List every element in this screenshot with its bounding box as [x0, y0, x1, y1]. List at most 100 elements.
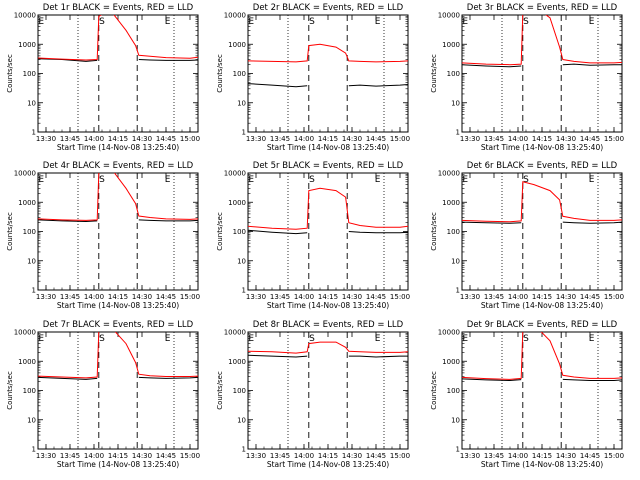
y-tick-label: 10000 [224, 329, 246, 337]
y-axis-label: Counts/sec [430, 54, 438, 93]
y-tick-label: 1000 [18, 358, 36, 366]
panel: Det 2r BLACK = Events, RED = LLD 1 10 100 10… [216, 3, 410, 152]
event-marker-label: E [462, 334, 468, 344]
event-marker-label: E [462, 17, 468, 27]
events-series-line [248, 229, 408, 235]
y-axis-label: Counts/sec [6, 212, 14, 251]
x-tick-label: 14:15 [108, 135, 128, 143]
y-tick-label: 1 [456, 446, 460, 454]
x-tick-label: 15:00 [604, 293, 624, 301]
y-tick-label: 100 [233, 387, 246, 395]
event-marker-label: E [589, 17, 595, 27]
y-tick-label: 1000 [442, 358, 460, 366]
lld-series-line [462, 181, 622, 223]
event-marker-label: S [523, 17, 529, 27]
y-tick-label: 1 [242, 446, 246, 454]
x-tick-label: 15:00 [180, 293, 200, 301]
event-marker-label: E [38, 175, 44, 185]
y-tick-label: 10000 [14, 170, 36, 178]
x-tick-label: 14:45 [580, 293, 600, 301]
events-series-line [462, 221, 622, 224]
y-tick-label: 1 [456, 129, 460, 137]
y-tick-label: 1 [32, 129, 36, 137]
x-tick-label: 13:45 [60, 293, 80, 301]
x-tick-label: 14:45 [156, 293, 176, 301]
x-tick-label: 14:15 [108, 293, 128, 301]
y-tick-label: 100 [233, 70, 246, 78]
panel: Det 7r BLACK = Events, RED = LLD 1 10 100 10… [6, 320, 200, 469]
events-series-line [248, 354, 408, 358]
y-tick-label: 1 [242, 287, 246, 295]
event-marker-label: E [248, 334, 254, 344]
y-tick-label: 1 [32, 287, 36, 295]
x-tick-label: 14:00 [508, 293, 528, 301]
x-tick-label: 13:45 [270, 135, 290, 143]
panel-title: Det 8r BLACK = Events, RED = LLD [253, 320, 404, 330]
event-marker-label: E [165, 17, 171, 27]
x-tick-label: 13:45 [270, 293, 290, 301]
event-marker-label: E [165, 175, 171, 185]
y-tick-label: 1 [32, 446, 36, 454]
x-tick-label: 15:00 [180, 452, 200, 460]
x-axis-label: Start Time (14-Nov-08 13:25:40) [481, 301, 603, 310]
x-tick-label: 14:00 [84, 135, 104, 143]
x-tick-label: 14:00 [84, 293, 104, 301]
lld-series-line [38, 332, 198, 379]
event-marker-label: E [375, 334, 381, 344]
x-tick-label: 14:45 [580, 452, 600, 460]
x-tick-label: 14:15 [532, 135, 552, 143]
x-tick-label: 14:00 [508, 135, 528, 143]
y-tick-label: 100 [23, 228, 36, 236]
y-tick-label: 1 [456, 287, 460, 295]
event-marker-label: E [589, 334, 595, 344]
events-series-line [462, 378, 622, 382]
y-tick-label: 100 [447, 228, 460, 236]
panel: Det 9r BLACK = Events, RED = LLD 1 10 100 10… [430, 320, 624, 469]
event-marker-label: S [523, 334, 529, 344]
event-marker-label: S [523, 175, 529, 185]
y-tick-label: 100 [23, 70, 36, 78]
events-series-line [462, 63, 622, 68]
x-tick-label: 13:30 [460, 135, 480, 143]
y-tick-label: 1000 [442, 199, 460, 207]
x-tick-label: 13:45 [484, 135, 504, 143]
y-tick-label: 1000 [18, 41, 36, 49]
x-tick-label: 14:45 [366, 135, 386, 143]
y-tick-label: 10 [237, 99, 246, 107]
x-tick-label: 13:45 [270, 452, 290, 460]
y-tick-label: 10000 [438, 12, 460, 20]
x-tick-label: 14:00 [84, 452, 104, 460]
x-axis-label: Start Time (14-Nov-08 13:25:40) [481, 143, 603, 152]
x-tick-label: 14:30 [556, 135, 576, 143]
y-tick-label: 10000 [438, 329, 460, 337]
y-tick-label: 10 [451, 416, 460, 424]
panel-title: Det 5r BLACK = Events, RED = LLD [253, 161, 404, 171]
panel-title: Det 7r BLACK = Events, RED = LLD [43, 320, 194, 330]
y-axis-label: Counts/sec [6, 371, 14, 410]
event-marker-label: S [99, 334, 105, 344]
y-tick-label: 100 [447, 70, 460, 78]
event-marker-label: E [248, 175, 254, 185]
x-tick-label: 13:30 [36, 452, 56, 460]
x-tick-label: 14:15 [318, 293, 338, 301]
x-axis-label: Start Time (14-Nov-08 13:25:40) [267, 301, 389, 310]
y-tick-label: 10 [27, 257, 36, 265]
x-tick-label: 14:00 [294, 293, 314, 301]
lld-series-line [248, 187, 408, 230]
panel-title: Det 4r BLACK = Events, RED = LLD [43, 161, 194, 171]
panel-title: Det 1r BLACK = Events, RED = LLD [43, 3, 194, 13]
x-tick-label: 14:45 [366, 293, 386, 301]
event-marker-label: E [375, 17, 381, 27]
panel: Det 6r BLACK = Events, RED = LLD 1 10 100 10… [430, 161, 624, 310]
x-axis-label: Start Time (14-Nov-08 13:25:40) [481, 460, 603, 469]
x-axis-label: Start Time (14-Nov-08 13:25:40) [267, 143, 389, 152]
lld-series-line [248, 341, 408, 354]
x-tick-label: 15:00 [390, 293, 410, 301]
lld-series-line [462, 332, 622, 380]
x-tick-label: 14:30 [132, 452, 152, 460]
panel-title: Det 3r BLACK = Events, RED = LLD [467, 3, 618, 13]
x-tick-label: 14:15 [318, 452, 338, 460]
x-tick-label: 14:45 [156, 135, 176, 143]
x-axis-label: Start Time (14-Nov-08 13:25:40) [57, 143, 179, 152]
